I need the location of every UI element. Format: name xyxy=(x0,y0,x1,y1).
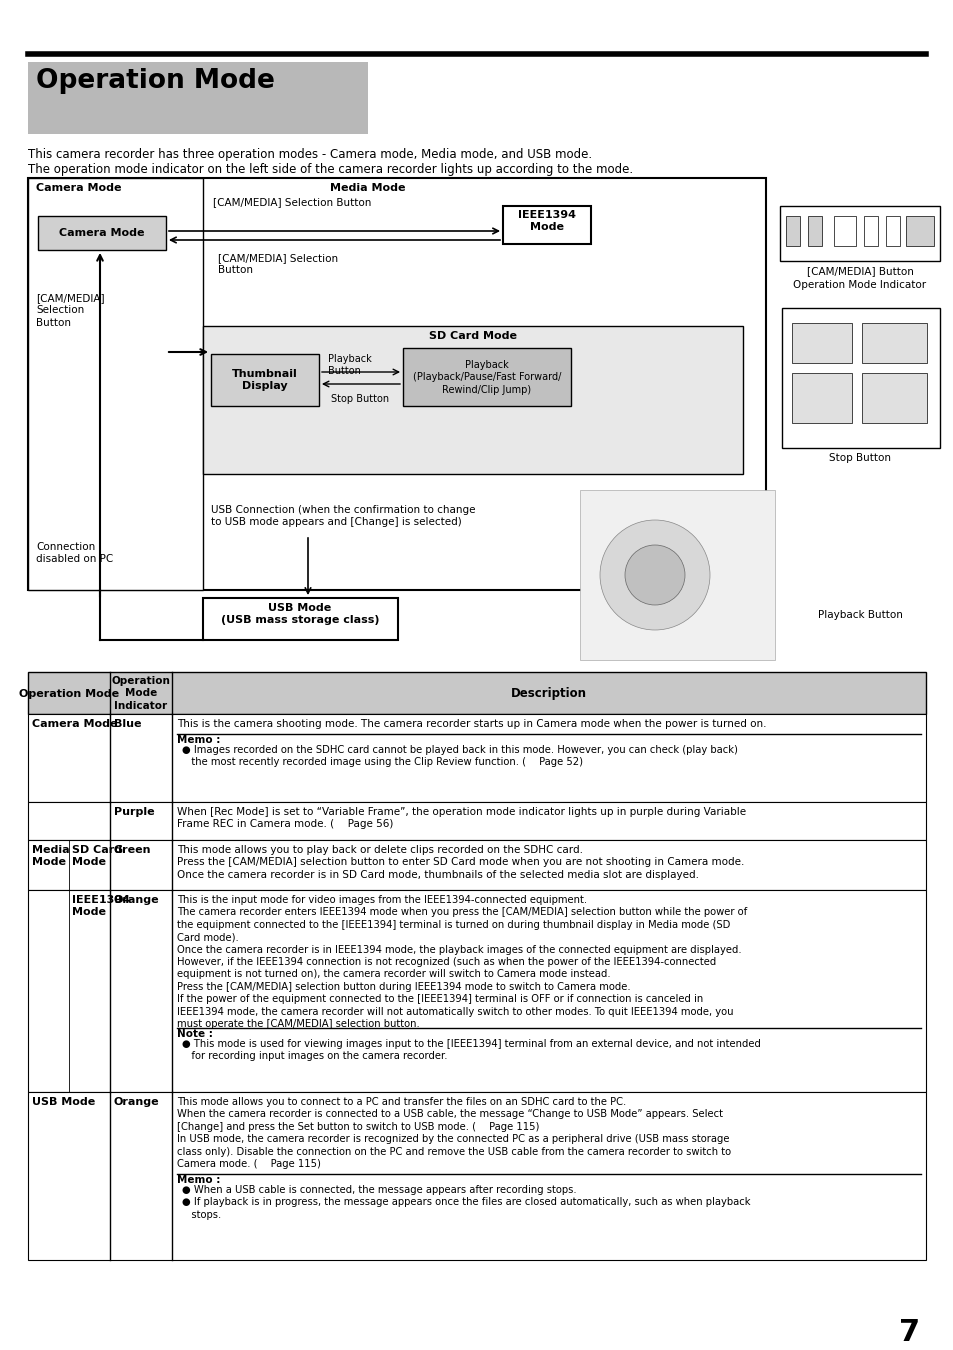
Text: USB Connection (when the confirmation to change
to USB mode appears and [Change]: USB Connection (when the confirmation to… xyxy=(211,505,475,528)
Bar xyxy=(28,178,765,590)
Bar xyxy=(885,216,899,246)
Text: Purple: Purple xyxy=(113,807,154,817)
Text: SD Card
Mode: SD Card Mode xyxy=(71,845,122,868)
Text: Stop Button: Stop Button xyxy=(828,454,890,463)
Bar xyxy=(785,216,800,246)
Text: Blue: Blue xyxy=(113,720,141,729)
Bar xyxy=(28,62,368,134)
Text: [CAM/MEDIA] Selection
Button: [CAM/MEDIA] Selection Button xyxy=(218,252,337,275)
Bar xyxy=(863,216,877,246)
Text: This is the input mode for video images from the IEEE1394-connected equipment.
T: This is the input mode for video images … xyxy=(177,895,746,1029)
Circle shape xyxy=(599,520,709,630)
Text: Playback
(Playback/Pause/Fast Forward/
Rewind/Clip Jump): Playback (Playback/Pause/Fast Forward/ R… xyxy=(413,360,560,394)
Text: Camera Mode: Camera Mode xyxy=(59,228,145,238)
Bar xyxy=(791,323,851,363)
Text: When [Rec Mode] is set to “Variable Frame”, the operation mode indicator lights : When [Rec Mode] is set to “Variable Fram… xyxy=(177,807,745,829)
Text: Memo :: Memo : xyxy=(177,734,220,745)
Text: Thumbnail
Display: Thumbnail Display xyxy=(232,369,297,391)
Text: IEEE1394
Mode: IEEE1394 Mode xyxy=(71,895,130,918)
Bar xyxy=(28,1092,925,1260)
Text: Note :: Note : xyxy=(177,1029,213,1040)
Bar xyxy=(38,216,166,250)
Text: [CAM/MEDIA] Button: [CAM/MEDIA] Button xyxy=(805,266,912,275)
Bar xyxy=(579,490,774,660)
Bar xyxy=(905,216,933,246)
Bar xyxy=(28,802,925,840)
Text: The operation mode indicator on the left side of the camera recorder lights up a: The operation mode indicator on the left… xyxy=(28,163,633,176)
Text: This camera recorder has three operation modes - Camera mode, Media mode, and US: This camera recorder has three operation… xyxy=(28,148,592,161)
Bar xyxy=(203,598,397,640)
Text: [CAM/MEDIA]
Selection
Button: [CAM/MEDIA] Selection Button xyxy=(36,293,105,328)
Text: Playback
Button: Playback Button xyxy=(328,354,372,377)
Text: Operation Mode Indicator: Operation Mode Indicator xyxy=(793,279,925,290)
Text: Description: Description xyxy=(511,687,586,701)
Text: [CAM/MEDIA] Selection Button: [CAM/MEDIA] Selection Button xyxy=(213,197,371,207)
Bar xyxy=(791,373,851,423)
Bar xyxy=(28,714,925,802)
Text: This is the camera shooting mode. The camera recorder starts up in Camera mode w: This is the camera shooting mode. The ca… xyxy=(177,720,765,729)
Text: Memo :: Memo : xyxy=(177,1174,220,1185)
Text: ● Images recorded on the SDHC card cannot be played back in this mode. However, : ● Images recorded on the SDHC card canno… xyxy=(182,745,737,767)
Bar xyxy=(862,323,926,363)
Text: This mode allows you to connect to a PC and transfer the files on an SDHC card t: This mode allows you to connect to a PC … xyxy=(177,1098,730,1169)
Text: Operation
Mode
Indicator: Operation Mode Indicator xyxy=(112,676,171,711)
Text: 7: 7 xyxy=(899,1318,920,1347)
Text: This mode allows you to play back or delete clips recorded on the SDHC card.
Pre: This mode allows you to play back or del… xyxy=(177,845,743,880)
Text: Orange: Orange xyxy=(113,895,159,905)
Bar xyxy=(28,178,203,590)
Text: Operation Mode: Operation Mode xyxy=(36,68,274,94)
Bar xyxy=(211,354,318,406)
Text: Playback Button: Playback Button xyxy=(817,610,902,620)
Text: IEEE1394
Mode: IEEE1394 Mode xyxy=(517,211,576,232)
Text: ● When a USB cable is connected, the message appears after recording stops.
● If: ● When a USB cable is connected, the mes… xyxy=(182,1185,750,1220)
Text: USB Mode
(USB mass storage class): USB Mode (USB mass storage class) xyxy=(220,603,379,625)
Bar xyxy=(203,325,742,474)
Bar xyxy=(28,840,925,890)
Bar xyxy=(28,890,925,1092)
Text: Orange: Orange xyxy=(113,1098,159,1107)
Text: Connection
disabled on PC: Connection disabled on PC xyxy=(36,541,113,564)
Text: ● This mode is used for viewing images input to the [IEEE1394] terminal from an : ● This mode is used for viewing images i… xyxy=(182,1040,760,1061)
Bar xyxy=(502,207,590,244)
Bar xyxy=(833,216,855,246)
Text: Media Mode: Media Mode xyxy=(330,184,405,193)
Text: Camera Mode: Camera Mode xyxy=(36,184,121,193)
Circle shape xyxy=(624,545,684,605)
Text: SD Card Mode: SD Card Mode xyxy=(429,331,517,342)
Text: Green: Green xyxy=(113,845,152,855)
Text: Operation Mode: Operation Mode xyxy=(19,688,119,699)
Bar xyxy=(781,308,939,448)
Bar xyxy=(862,373,926,423)
Text: Stop Button: Stop Button xyxy=(331,394,389,404)
Text: Camera Mode: Camera Mode xyxy=(32,720,117,729)
Bar xyxy=(28,672,925,714)
Bar xyxy=(780,207,939,261)
Bar xyxy=(807,216,821,246)
Text: Media
Mode: Media Mode xyxy=(32,845,70,868)
Bar xyxy=(402,348,571,406)
Text: USB Mode: USB Mode xyxy=(32,1098,95,1107)
